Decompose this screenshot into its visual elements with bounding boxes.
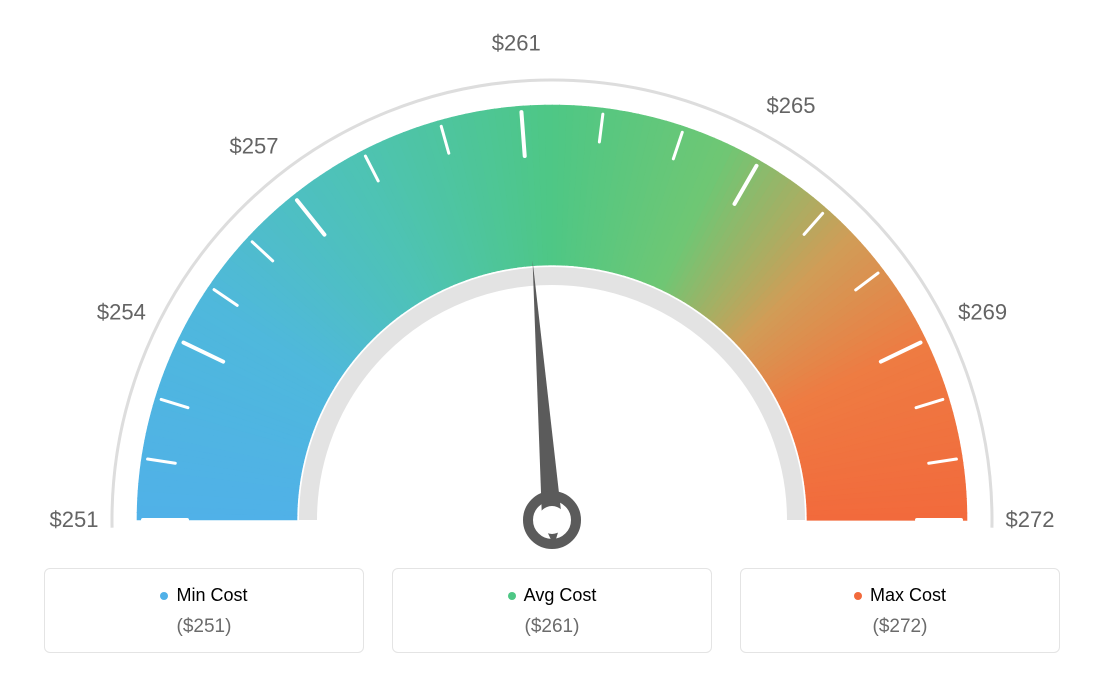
- summary-cards: Min Cost ($251) Avg Cost ($261) Max Cost…: [0, 568, 1104, 653]
- svg-text:$269: $269: [958, 300, 1007, 325]
- avg-cost-card: Avg Cost ($261): [392, 568, 712, 653]
- min-cost-label: Min Cost: [176, 585, 247, 606]
- min-dot-icon: [160, 592, 168, 600]
- max-cost-value: ($272): [751, 616, 1049, 638]
- min-cost-value: ($251): [55, 616, 353, 638]
- gauge-chart: $251 $254 $257 $261 $265 $269 $272: [0, 0, 1104, 560]
- avg-cost-value: ($261): [403, 616, 701, 638]
- avg-dot-icon: [508, 592, 516, 600]
- svg-text:$254: $254: [97, 300, 146, 325]
- max-cost-label: Max Cost: [870, 585, 946, 606]
- svg-text:$265: $265: [767, 93, 816, 118]
- svg-text:$251: $251: [50, 507, 99, 532]
- svg-text:$261: $261: [492, 30, 541, 55]
- avg-cost-title-row: Avg Cost: [403, 585, 701, 606]
- min-cost-title-row: Min Cost: [55, 585, 353, 606]
- gauge-svg: $251 $254 $257 $261 $265 $269 $272: [0, 0, 1104, 560]
- gauge-needle: [528, 261, 576, 546]
- max-dot-icon: [854, 592, 862, 600]
- min-cost-card: Min Cost ($251): [44, 568, 364, 653]
- max-cost-card: Max Cost ($272): [740, 568, 1060, 653]
- avg-cost-label: Avg Cost: [524, 585, 597, 606]
- svg-text:$272: $272: [1006, 507, 1055, 532]
- max-cost-title-row: Max Cost: [751, 585, 1049, 606]
- svg-text:$257: $257: [229, 133, 278, 158]
